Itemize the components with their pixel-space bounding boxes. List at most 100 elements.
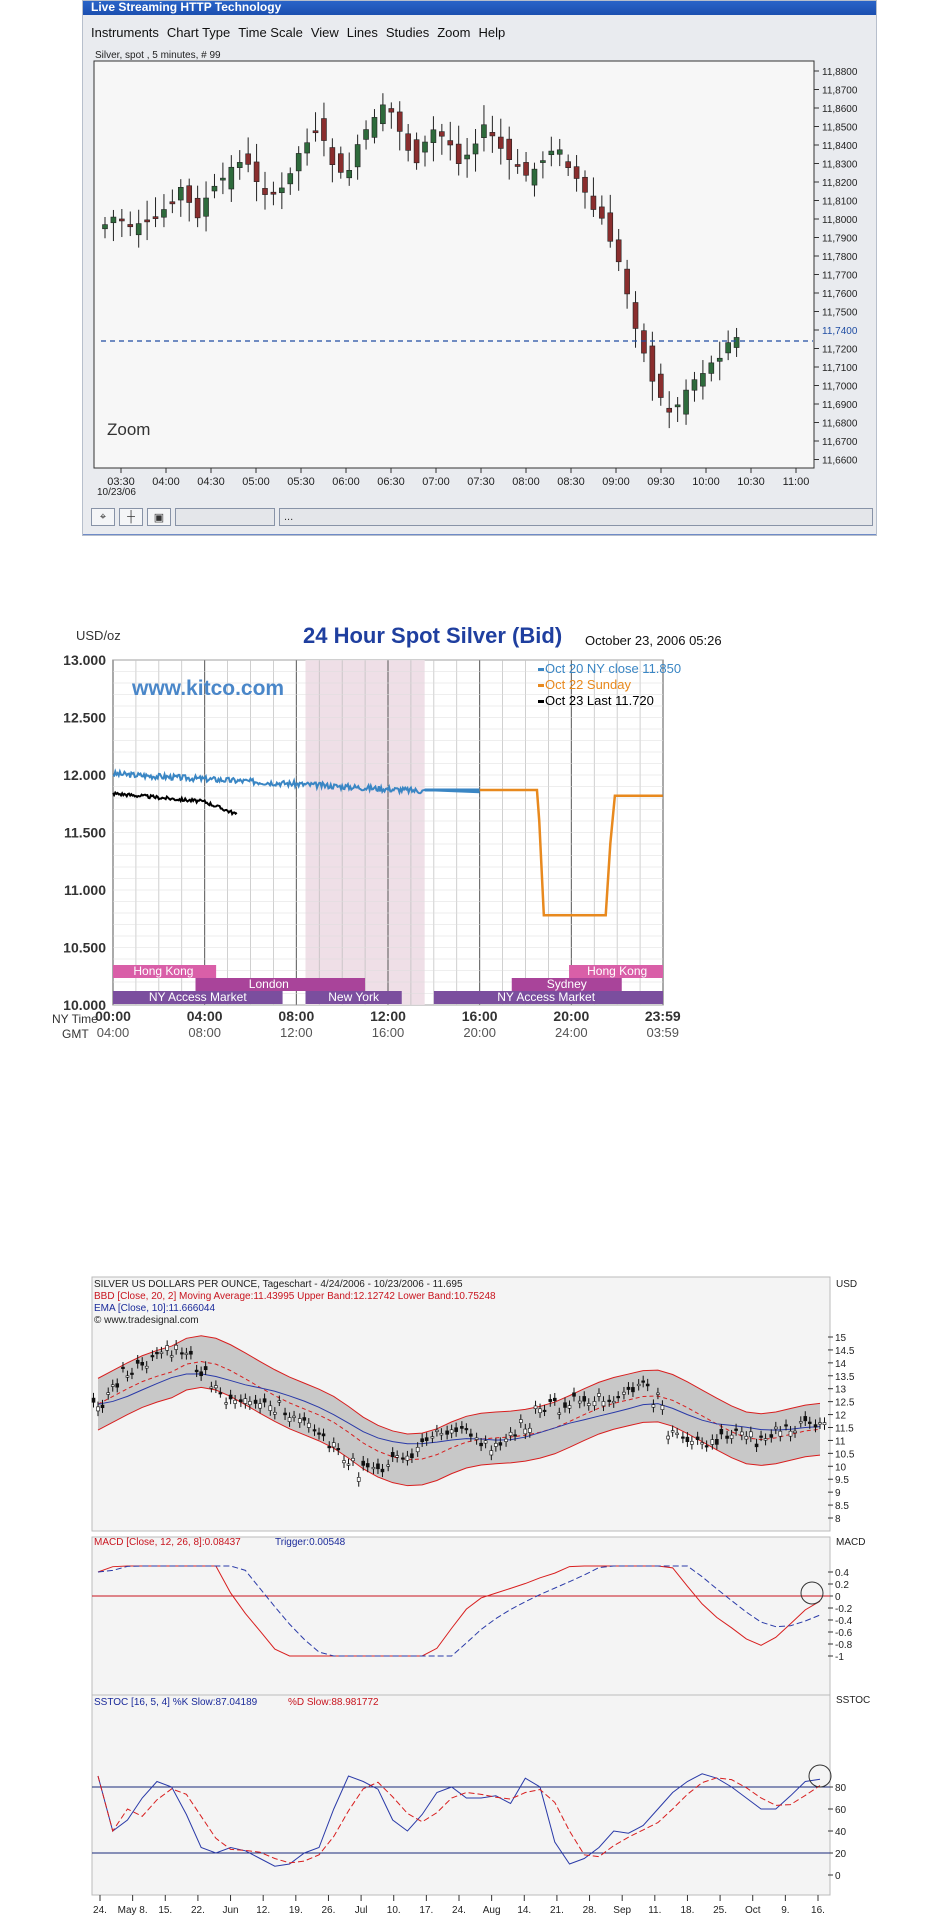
macd-tick-label: -1: [835, 1652, 844, 1663]
y-tick-label: 11,7000: [822, 382, 858, 393]
price-candle-body: [135, 1359, 140, 1364]
candle-body: [514, 164, 521, 167]
chart-label: Silver, spot , 5 minutes, # 99: [95, 50, 221, 61]
price-candle-body: [749, 1431, 753, 1438]
x-tick-label: 07:00: [422, 476, 450, 488]
price-candle-body: [346, 1463, 351, 1466]
price-candle-body: [651, 1404, 656, 1408]
price-candle-body: [622, 1391, 626, 1395]
gmt-time-tick: 12:00: [280, 1025, 313, 1040]
price-candle-body: [439, 1433, 444, 1436]
menu-zoom[interactable]: Zoom: [437, 24, 471, 40]
price-candle-body: [268, 1405, 273, 1411]
macd-line: [97, 1565, 821, 1657]
candle-body: [295, 153, 302, 172]
price-candle-body: [675, 1432, 679, 1435]
price-candle-body: [616, 1396, 621, 1399]
date-tick-label: 21.: [550, 1905, 564, 1916]
menu-chart-type[interactable]: Chart Type: [166, 24, 231, 40]
y-tick-label: 11,7100: [822, 363, 858, 374]
candle-body: [329, 147, 336, 165]
candle-body: [439, 131, 445, 137]
price-candle-body: [243, 1398, 248, 1404]
price-candle-body: [144, 1365, 149, 1369]
x-tick-label: 10:00: [692, 476, 720, 488]
menu-time-scale[interactable]: Time Scale: [238, 24, 303, 40]
macd-trigger-line: [97, 1565, 821, 1657]
ts-ema-legend: EMA [Close, 10]:11.666044: [94, 1303, 215, 1314]
price-tick-label: 8.5: [835, 1501, 849, 1512]
x-tick-label: 05:00: [242, 476, 270, 488]
price-candle-body: [312, 1429, 317, 1432]
candle-body: [169, 201, 176, 205]
price-candle-body: [582, 1396, 587, 1402]
candle-body: [396, 111, 403, 132]
legend-swatch: [538, 668, 544, 671]
x-tick-label: 10:30: [737, 476, 765, 488]
price-candle-body: [405, 1455, 410, 1461]
ts-macd-trigger: Trigger:0.00548: [275, 1537, 346, 1548]
legend-entry: Oct 23 Last 11.720: [545, 693, 654, 708]
price-candle-body: [685, 1436, 690, 1443]
price-axis: 11,8800 11,8700 11,8600 11,8500 11,8400 11,83…: [814, 67, 858, 467]
date-tick-label: 24.: [93, 1905, 107, 1916]
price-candle-body: [715, 1439, 719, 1445]
plot-area[interactable]: [93, 60, 815, 469]
price-candle-body: [376, 1463, 380, 1470]
gmt-time-tick: 20:00: [463, 1025, 496, 1040]
sstoc-tick-label: 20: [835, 1849, 847, 1860]
candle-body: [388, 108, 395, 113]
x-tick-label: 03:30: [107, 476, 135, 488]
price-candle-body: [199, 1371, 203, 1377]
line-tool-button[interactable]: ┼: [119, 508, 143, 526]
candle-body: [177, 187, 184, 201]
ts-macd-legend: MACD [Close, 12, 26, 8]:0.08437: [94, 1537, 241, 1548]
menu-view[interactable]: View: [310, 24, 339, 40]
price-candle-body: [489, 1450, 494, 1456]
y-tick-label: 11,8200: [822, 178, 858, 189]
market-session-label: Hong Kong: [587, 964, 647, 978]
price-candle-body: [169, 1355, 174, 1358]
price-tick-label: 13: [835, 1385, 847, 1396]
menu-help[interactable]: Help: [478, 24, 506, 40]
price-candle-body: [140, 1362, 145, 1366]
price-candle-body: [401, 1457, 405, 1460]
candle-body: [211, 185, 218, 192]
ny-time-label: NY Time: [52, 1012, 98, 1026]
y-tick-label: 11,8700: [822, 86, 858, 97]
x-tick-label: 09:30: [647, 476, 675, 488]
price-candle-body: [174, 1344, 178, 1350]
price-candle-body: [586, 1403, 591, 1406]
market-session-label: NY Access Market: [497, 990, 595, 1004]
price-candle-body: [239, 1399, 243, 1403]
five-minute-chart[interactable]: Silver, spot , 5 minutes, # 99 Zoom 11,8…: [93, 49, 876, 499]
price-candle-body: [106, 1392, 111, 1395]
price-candle-body: [287, 1417, 292, 1422]
legend-entry: Oct 20 NY close 11.850: [545, 661, 681, 676]
date-tick-label: Sep: [613, 1905, 631, 1916]
candle-body: [725, 342, 731, 354]
price-candle-body: [793, 1430, 797, 1434]
price-candle-body: [469, 1433, 473, 1437]
crosshair-button[interactable]: ⌖: [91, 508, 115, 526]
menu-instruments[interactable]: Instruments: [91, 24, 159, 40]
date-tick-label: 14.: [517, 1905, 531, 1916]
date-tick-label: 26.: [322, 1905, 336, 1916]
price-candle-body: [513, 1434, 517, 1437]
price-candle-body: [365, 1463, 370, 1468]
price-candle-body: [725, 1435, 729, 1439]
save-icon[interactable]: ▣: [147, 508, 171, 526]
candle-body: [270, 191, 277, 195]
price-candle-body: [420, 1438, 424, 1443]
bollinger-band: [98, 1335, 820, 1486]
series-oct22: [479, 788, 663, 917]
price-tick-label: 15: [835, 1333, 847, 1344]
menu-studies[interactable]: Studies: [385, 24, 430, 40]
x-tick-label: 08:00: [512, 476, 540, 488]
macd-tick-label: 0.2: [835, 1580, 849, 1591]
menu-bar: Instruments Chart Type Time Scale View L…: [83, 19, 876, 45]
sstoc-tick-label: 0: [835, 1871, 841, 1882]
price-candle-body: [297, 1418, 302, 1424]
menu-lines[interactable]: Lines: [346, 24, 378, 40]
